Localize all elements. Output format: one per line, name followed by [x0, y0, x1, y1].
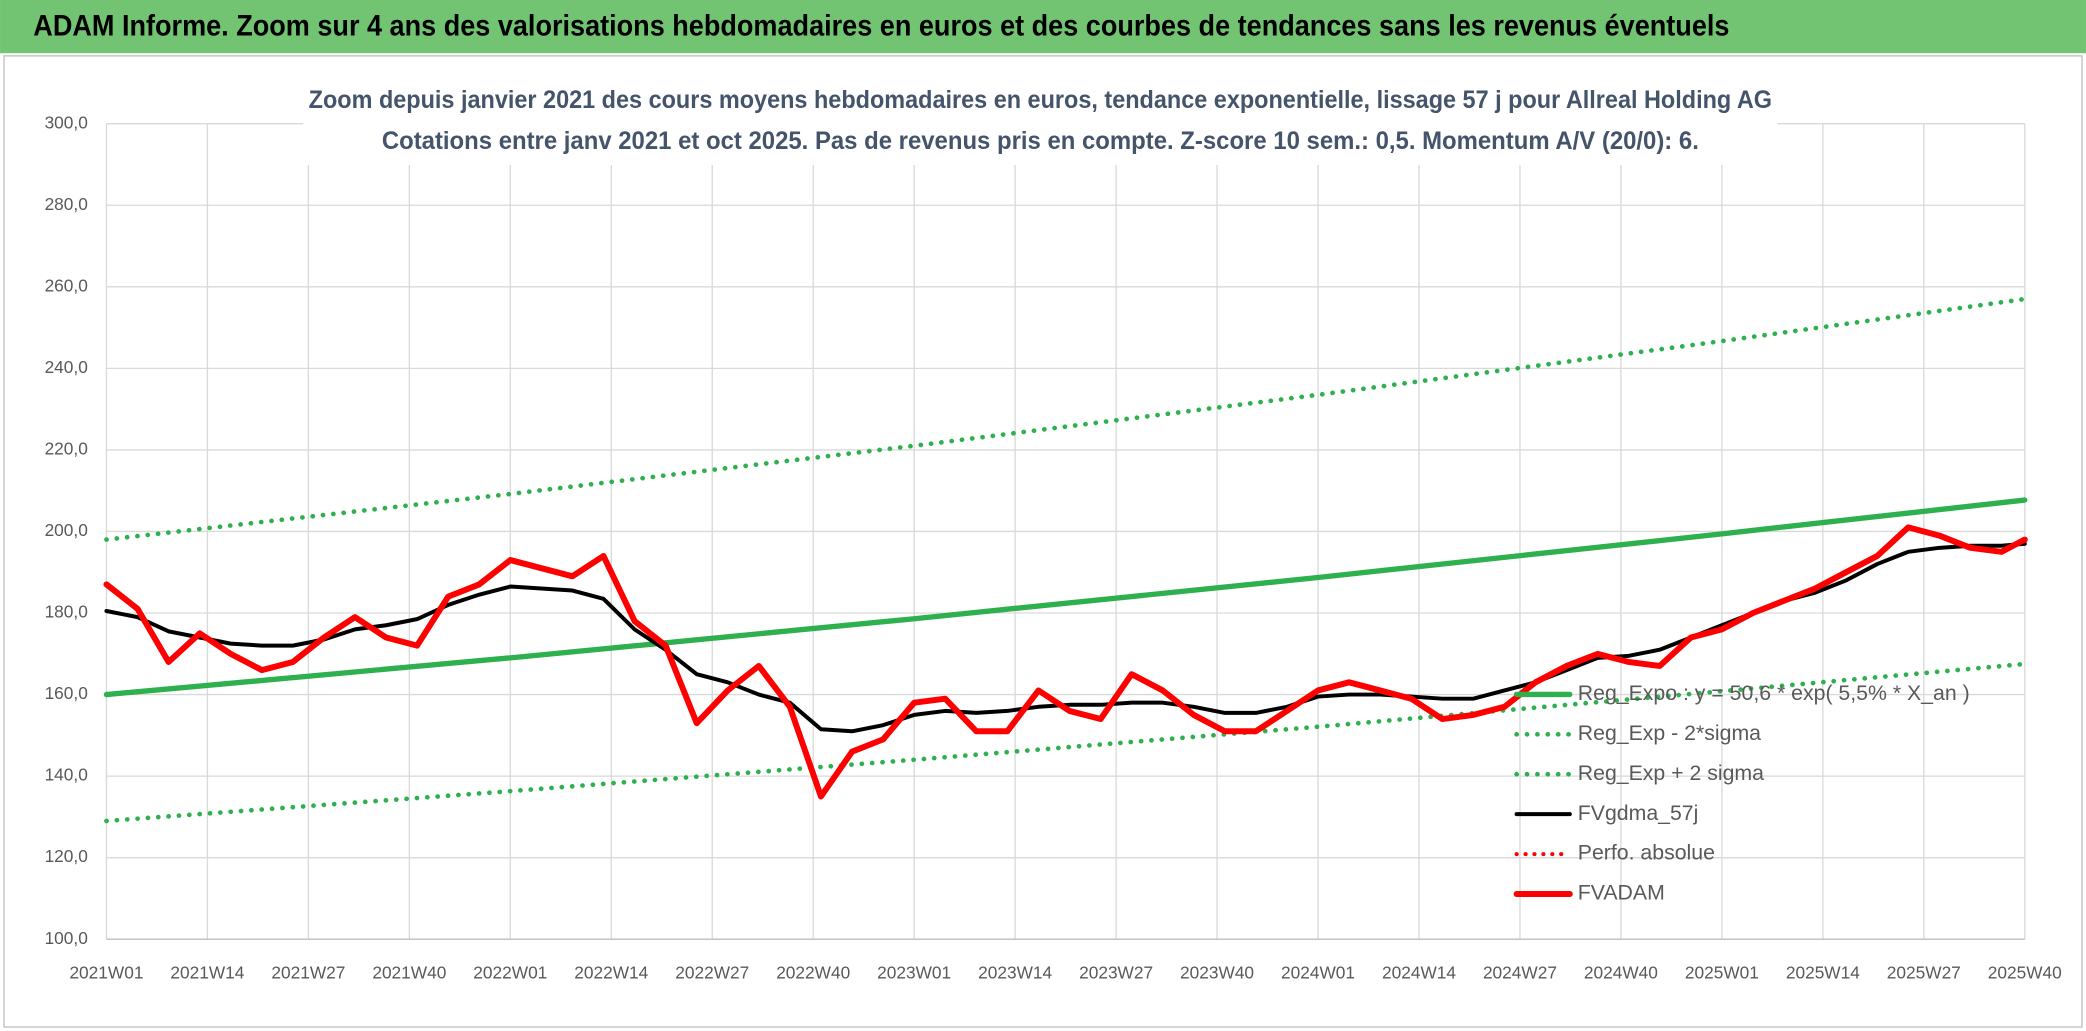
chart-frame [3, 55, 2083, 1028]
x-tick-label: 2021W27 [271, 962, 345, 982]
x-tick-label: 2025W27 [1887, 962, 1961, 982]
x-tick-label: 2021W40 [372, 962, 446, 982]
series-line [104, 296, 2028, 542]
y-tick-label: 220,0 [45, 438, 88, 458]
chart-subtitle: Cotations entre janv 2021 et oct 2025. P… [382, 127, 1699, 155]
legend-label: Reg_Exp + 2 sigma [1578, 761, 1764, 785]
x-tick-label: 2023W27 [1079, 962, 1153, 982]
x-tick-label: 2025W14 [1786, 962, 1860, 982]
series-line [104, 661, 2028, 824]
chart-title: Zoom depuis janvier 2021 des cours moyen… [309, 86, 1772, 114]
x-tick-label: 2022W40 [776, 962, 850, 982]
x-tick-label: 2023W01 [877, 962, 951, 982]
x-tick-label: 2022W27 [675, 962, 749, 982]
y-tick-label: 280,0 [45, 194, 88, 214]
x-tick-label: 2022W14 [574, 962, 648, 982]
y-tick-label: 260,0 [45, 275, 88, 295]
y-tick-label: 180,0 [45, 602, 88, 622]
y-tick-label: 100,0 [45, 928, 88, 948]
legend-label: FVADAM [1578, 881, 1665, 905]
series-line [103, 524, 2028, 800]
legend-label: FVgdma_57j [1578, 801, 1699, 825]
x-tick-label: 2021W01 [69, 962, 143, 982]
series-line [103, 497, 2028, 698]
x-tick-label: 2024W27 [1483, 962, 1557, 982]
x-tick-label: 2024W01 [1281, 962, 1355, 982]
x-tick-label: 2025W01 [1685, 962, 1759, 982]
x-tick-label: 2023W14 [978, 962, 1052, 982]
plot-area: 100,0 120,0 140,0 160,0 180,0 200,0 220,0 240,0… [45, 112, 2062, 982]
x-tick-label: 2024W40 [1584, 962, 1658, 982]
y-tick-label: 200,0 [45, 520, 88, 540]
legend-label: Reg_Expo : y = 50,6 * exp( 5,5% * X_an ) [1578, 681, 1970, 705]
title-background [303, 77, 1778, 165]
x-tick-label: 2025W40 [1988, 962, 2062, 982]
y-tick-label: 160,0 [45, 683, 88, 703]
legend-label: Reg_Exp - 2*sigma [1578, 721, 1761, 745]
y-tick-label: 140,0 [45, 765, 88, 785]
x-tick-label: 2023W40 [1180, 962, 1254, 982]
y-tick-label: 240,0 [45, 357, 88, 377]
y-tick-label: 120,0 [45, 846, 88, 866]
x-tick-label: 2022W01 [473, 962, 547, 982]
x-tick-label: 2021W14 [170, 962, 244, 982]
x-tick-label: 2024W14 [1382, 962, 1456, 982]
header-bar [0, 0, 2086, 54]
y-tick-label: 300,0 [45, 112, 88, 132]
legend-label: Perfo. absolue [1578, 841, 1715, 865]
header-title: ADAM Informe. Zoom sur 4 ans des valoris… [33, 11, 1729, 43]
